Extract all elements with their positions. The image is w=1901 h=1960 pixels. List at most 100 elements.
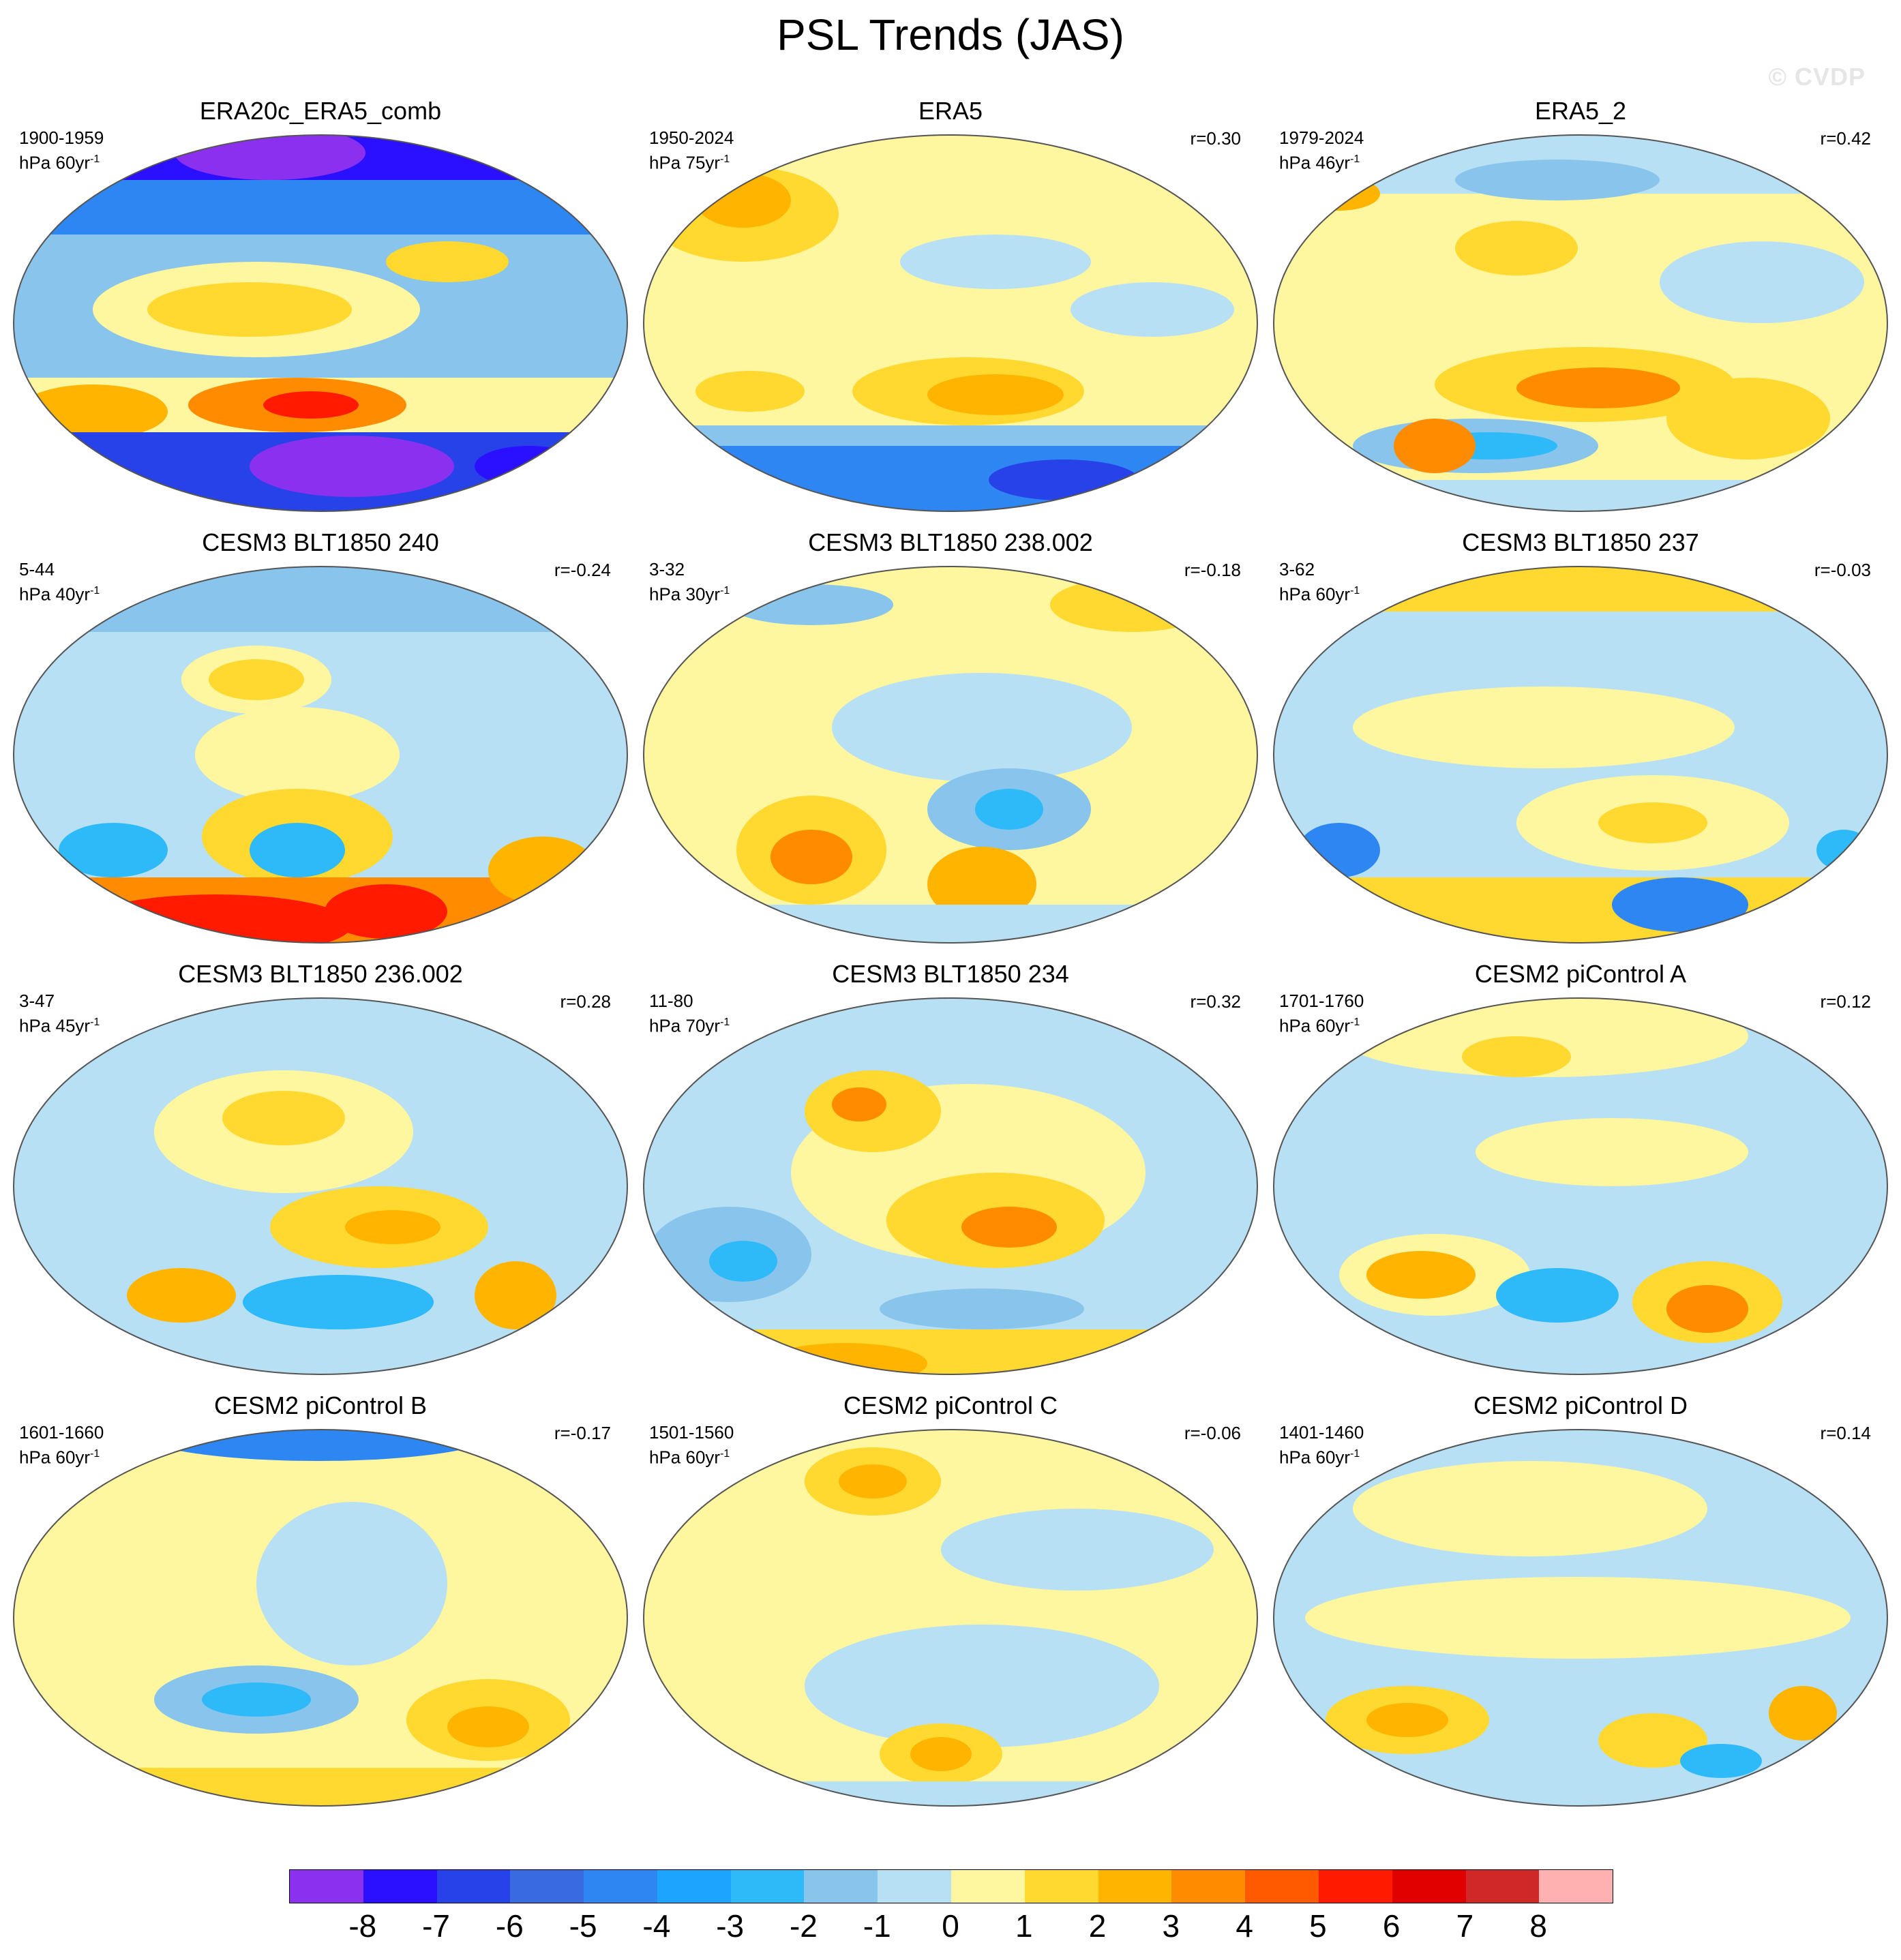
units-label: hPa 46yr-1 bbox=[1279, 152, 1360, 173]
map bbox=[643, 1429, 1258, 1807]
colorbar-tick-label: 3 bbox=[1162, 1908, 1180, 1944]
map bbox=[1273, 134, 1888, 512]
page-title: PSL Trends (JAS) bbox=[777, 10, 1124, 59]
colorbar-swatch bbox=[878, 1870, 952, 1903]
period-label: 1950-2024 bbox=[649, 127, 734, 148]
correlation-label: r=-0.03 bbox=[1814, 560, 1871, 580]
correlation-label: r=-0.18 bbox=[1184, 560, 1241, 580]
panel-title: CESM3 BLT1850 236.002 bbox=[178, 960, 463, 988]
units-label: hPa 60yr-1 bbox=[1279, 584, 1360, 605]
colorbar bbox=[289, 1869, 1613, 1903]
map-panel: ERA20c_ERA5_comb 1900-1959 hPa 60yr-1 bbox=[5, 97, 635, 519]
colorbar-swatch bbox=[1392, 1870, 1466, 1903]
colorbar-swatch bbox=[730, 1870, 805, 1903]
colorbar-swatch bbox=[363, 1870, 437, 1903]
watermark: © CVDP bbox=[1768, 63, 1866, 91]
period-label: 1979-2024 bbox=[1279, 127, 1364, 148]
colorbar-swatch bbox=[1465, 1870, 1540, 1903]
colorbar-tick-label: -3 bbox=[716, 1908, 745, 1944]
map bbox=[13, 1429, 628, 1807]
map-panel: ERA5 1950-2024 hPa 75yr-1 r=0.30 bbox=[635, 97, 1266, 519]
colorbar-tick-label: -2 bbox=[789, 1908, 818, 1944]
period-label: 1501-1560 bbox=[649, 1422, 734, 1443]
panel-title: ERA5 bbox=[918, 97, 983, 125]
period-label: 1701-1760 bbox=[1279, 991, 1364, 1011]
map-panel: CESM3 BLT1850 236.002 3-47 hPa 45yr-1 r=… bbox=[5, 960, 635, 1383]
map bbox=[1273, 997, 1888, 1375]
colorbar-swatch bbox=[1171, 1870, 1246, 1903]
colorbar-swatch bbox=[657, 1870, 731, 1903]
colorbar-tick-label: 5 bbox=[1309, 1908, 1327, 1944]
map bbox=[643, 566, 1258, 944]
panel-title: CESM2 piControl A bbox=[1474, 960, 1687, 988]
colorbar-swatch bbox=[1318, 1870, 1392, 1903]
map bbox=[643, 134, 1258, 512]
map bbox=[13, 134, 628, 512]
units-label: hPa 60yr-1 bbox=[649, 1447, 730, 1468]
units-label: hPa 60yr-1 bbox=[19, 1447, 100, 1468]
colorbar-swatch bbox=[510, 1870, 584, 1903]
map bbox=[643, 997, 1258, 1375]
correlation-label: r=-0.06 bbox=[1184, 1423, 1241, 1443]
map-panel: CESM3 BLT1850 238.002 3-32 hPa 30yr-1 r=… bbox=[635, 528, 1266, 951]
map-panel: CESM3 BLT1850 237 3-62 hPa 60yr-1 r=-0.0… bbox=[1266, 528, 1896, 951]
period-label: 11-80 bbox=[649, 991, 693, 1011]
colorbar-swatch bbox=[436, 1870, 511, 1903]
correlation-label: r=0.14 bbox=[1820, 1423, 1871, 1443]
colorbar-tick-label: -5 bbox=[569, 1908, 597, 1944]
period-label: 1601-1660 bbox=[19, 1422, 104, 1443]
map bbox=[1273, 566, 1888, 944]
panel-title: CESM3 BLT1850 237 bbox=[1462, 528, 1699, 556]
units-label: hPa 60yr-1 bbox=[1279, 1447, 1360, 1468]
map-panel: CESM2 piControl B 1601-1660 hPa 60yr-1 r… bbox=[5, 1391, 635, 1814]
correlation-label: r=0.28 bbox=[560, 991, 611, 1012]
colorbar-tick-label: -6 bbox=[495, 1908, 524, 1944]
colorbar-tick-label: 8 bbox=[1529, 1908, 1548, 1944]
colorbar-swatch bbox=[290, 1870, 363, 1903]
map-panel: CESM3 BLT1850 234 11-80 hPa 70yr-1 r=0.3… bbox=[635, 960, 1266, 1383]
units-label: hPa 60yr-1 bbox=[19, 152, 100, 173]
colorbar-tick-label: -4 bbox=[642, 1908, 671, 1944]
colorbar-swatch bbox=[1098, 1870, 1172, 1903]
correlation-label: r=-0.17 bbox=[554, 1423, 611, 1443]
colorbar-tick-label: -8 bbox=[348, 1908, 377, 1944]
colorbar-swatch bbox=[804, 1870, 878, 1903]
colorbar-tick-label: 4 bbox=[1236, 1908, 1253, 1944]
panel-title: CESM2 piControl C bbox=[843, 1391, 1058, 1419]
units-label: hPa 70yr-1 bbox=[649, 1015, 730, 1036]
panel-title: CESM2 piControl B bbox=[213, 1391, 428, 1419]
panel-title: CESM3 BLT1850 240 bbox=[202, 528, 439, 556]
colorbar-swatch bbox=[1024, 1870, 1098, 1903]
units-label: hPa 75yr-1 bbox=[649, 152, 730, 173]
period-label: 3-62 bbox=[1279, 559, 1315, 579]
map bbox=[1273, 1429, 1888, 1807]
period-label: 1900-1959 bbox=[19, 127, 104, 148]
correlation-label: r=0.12 bbox=[1820, 991, 1871, 1012]
colorbar-swatch bbox=[584, 1870, 657, 1903]
map bbox=[13, 997, 628, 1375]
period-label: 1401-1460 bbox=[1279, 1422, 1364, 1443]
correlation-label: r=0.42 bbox=[1820, 128, 1871, 149]
correlation-label: r=-0.24 bbox=[554, 560, 611, 580]
colorbar-swatch bbox=[1245, 1870, 1319, 1903]
colorbar-tick-label: 1 bbox=[1015, 1908, 1033, 1944]
map-panel: CESM2 piControl A 1701-1760 hPa 60yr-1 r… bbox=[1266, 960, 1896, 1383]
map-panel: ERA5_2 1979-2024 hPa 46yr-1 r=0.42 bbox=[1266, 97, 1896, 519]
colorbar-tick-label: -1 bbox=[863, 1908, 891, 1944]
units-label: hPa 60yr-1 bbox=[1279, 1015, 1360, 1036]
panel-title: CESM2 piControl D bbox=[1473, 1391, 1688, 1419]
map-panel: CESM2 piControl D 1401-1460 hPa 60yr-1 r… bbox=[1266, 1391, 1896, 1814]
units-label: hPa 30yr-1 bbox=[649, 584, 730, 605]
colorbar-tick-label: -7 bbox=[422, 1908, 450, 1944]
period-label: 3-47 bbox=[19, 991, 55, 1011]
period-label: 3-32 bbox=[649, 559, 685, 579]
colorbar-tick-label: 6 bbox=[1382, 1908, 1401, 1944]
units-label: hPa 40yr-1 bbox=[19, 584, 100, 605]
correlation-label: r=0.32 bbox=[1190, 991, 1241, 1012]
period-label: 5-44 bbox=[19, 559, 55, 579]
colorbar-labels: -8 -7 -6 -5 -4 -3 -2 -1 0 1 2 3 4 5 6 7 8 bbox=[289, 1908, 1612, 1948]
map-panel: CESM2 piControl C 1501-1560 hPa 60yr-1 r… bbox=[635, 1391, 1266, 1814]
units-label: hPa 45yr-1 bbox=[19, 1015, 100, 1036]
correlation-label: r=0.30 bbox=[1190, 128, 1241, 149]
panel-title: ERA20c_ERA5_comb bbox=[199, 97, 442, 125]
